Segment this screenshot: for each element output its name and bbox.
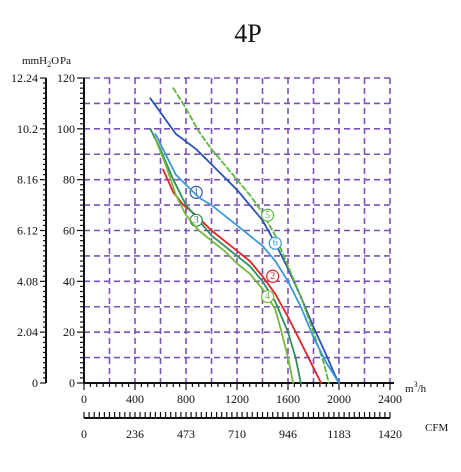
tick-labels: 02040608010012002.044.086.128.1610.212.2… xyxy=(11,71,402,441)
axes xyxy=(40,77,394,419)
series-marker-label-5: 5 xyxy=(265,210,270,221)
chart-title: 4P xyxy=(234,19,261,48)
y-tick-label-mmh2o: 10.2 xyxy=(17,122,38,136)
x-tick-label-m3h: 0 xyxy=(81,392,87,406)
x-tick-label-m3h: 1600 xyxy=(276,392,300,406)
y-tick-label-mmh2o: 4.08 xyxy=(17,274,38,288)
series-line-4 xyxy=(154,138,294,384)
series-line-3 xyxy=(149,127,302,384)
x-tick-label-cfm: 1420 xyxy=(378,427,402,441)
series-marker-5 xyxy=(261,208,275,222)
y-tick-label-pa: 60 xyxy=(63,224,75,238)
y-tick-label-mmh2o: 6.12 xyxy=(17,224,38,238)
series-line-6 xyxy=(154,133,340,384)
x-tick-label-m3h: 2000 xyxy=(327,392,351,406)
series-line-1 xyxy=(149,97,340,384)
grid xyxy=(84,77,391,383)
x-tick-label-cfm: 710 xyxy=(228,427,246,441)
x-unit-m3h: m3/h xyxy=(405,380,427,395)
y-tick-label-pa: 40 xyxy=(63,274,75,288)
y-tick-label-mmh2o: 0 xyxy=(32,376,38,390)
x-tick-label-cfm: 236 xyxy=(126,427,144,441)
y-tick-label-pa: 100 xyxy=(57,122,75,136)
y-tick-label-mmh2o: 8.16 xyxy=(17,173,38,187)
y-tick-label-pa: 0 xyxy=(69,376,75,390)
series-marker-label-6: 6 xyxy=(273,238,278,249)
y-tick-label-pa: 120 xyxy=(57,71,75,85)
series-marker-label-1: 1 xyxy=(194,187,199,198)
x-tick-label-cfm: 0 xyxy=(81,427,87,441)
x-tick-label-cfm: 946 xyxy=(279,427,297,441)
x-tick-label-cfm: 1183 xyxy=(327,427,351,441)
y-tick-label-mmh2o: 12.24 xyxy=(11,71,38,85)
series-group: 1 2 3 4 5 6 xyxy=(149,87,340,384)
x-tick-label-m3h: 800 xyxy=(177,392,195,406)
x-tick-label-m3h: 400 xyxy=(126,392,144,406)
series-marker-4 xyxy=(261,289,275,304)
x-tick-label-m3h: 2400 xyxy=(378,392,402,406)
x-tick-label-m3h: 1200 xyxy=(225,392,249,406)
series-marker-label-2: 2 xyxy=(270,271,275,282)
series-marker-1 xyxy=(189,185,203,199)
y-tick-label-pa: 20 xyxy=(63,325,75,339)
series-line-5 xyxy=(172,87,330,384)
x-tick-label-cfm: 473 xyxy=(177,427,195,441)
series-marker-6 xyxy=(268,236,282,250)
x-unit-cfm: CFM xyxy=(425,422,448,434)
series-marker-label-3: 3 xyxy=(194,215,199,226)
y-tick-label-mmh2o: 2.04 xyxy=(17,325,38,339)
y-tick-label-pa: 80 xyxy=(63,173,75,187)
y-unit-mmh2o: mmH2O xyxy=(22,55,59,69)
y-unit-pa: Pa xyxy=(60,55,71,67)
series-line-2 xyxy=(162,168,322,384)
series-marker-label-4: 4 xyxy=(265,291,270,302)
series-marker-2 xyxy=(266,269,280,283)
